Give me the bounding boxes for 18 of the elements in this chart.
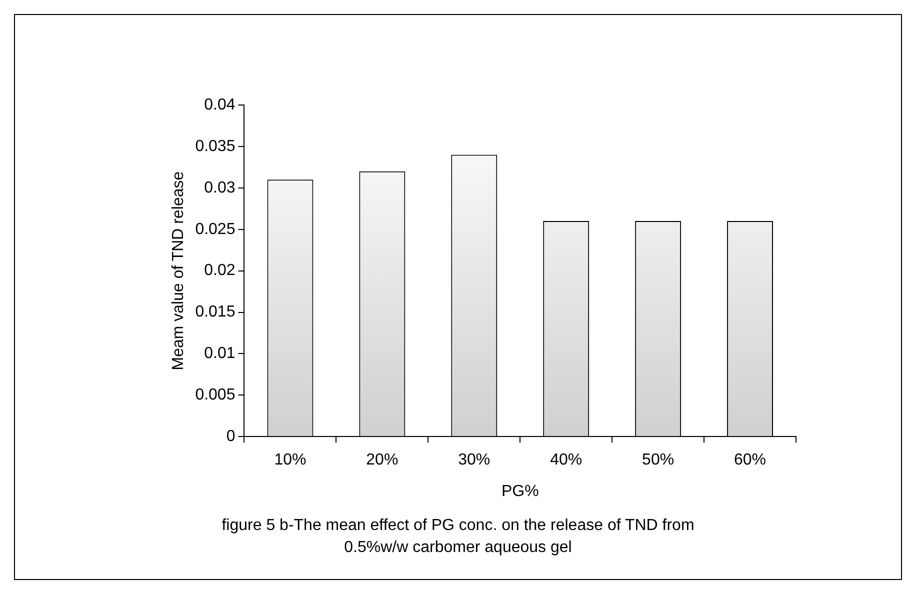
caption: figure 5 b-The mean effect of PG conc. on the release of TND from 0.5%w/w carbomer aqueous gel [220,516,696,558]
y-tick-label: 0.035 [195,138,236,155]
y-tick-label: 0.04 [204,96,236,114]
x-axis-title: PG% [501,482,539,500]
y-tick-label: 0.025 [195,220,236,238]
x-tick-label: 40% [550,452,582,469]
x-tick-label: 20% [366,452,398,469]
y-tick-label: 0.02 [204,262,236,280]
y-axis-title: Meam value of TND release [170,171,188,370]
x-tick-label: 60% [734,452,766,469]
y-tick-label: 0.01 [204,345,236,362]
x-tick-label: 30% [458,452,490,469]
y-tick-label: 0.03 [204,179,236,196]
x-tick-label: 50% [642,452,674,469]
y-tick-label: 0.015 [195,304,236,321]
y-tick-label: 0 [226,428,236,446]
x-tick-label: 10% [274,452,306,469]
y-tick-label: 0.005 [195,386,236,404]
